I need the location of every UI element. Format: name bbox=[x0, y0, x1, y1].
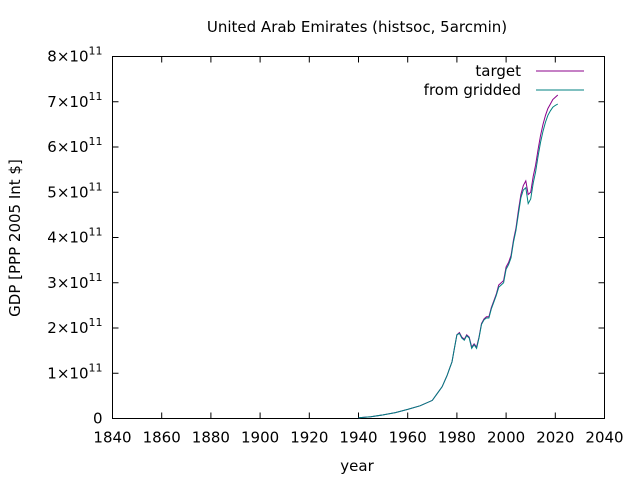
x-tick-label: 1900 bbox=[241, 429, 279, 447]
x-tick-label: 1980 bbox=[438, 429, 476, 447]
x-axis: 1840 1860 1880 1900 1920 1940 1960 1980 2000 2020… bbox=[93, 56, 624, 447]
plot-frame bbox=[112, 56, 605, 419]
y-tick-label: 7×1011 bbox=[47, 90, 102, 111]
x-tick-label: 1960 bbox=[389, 429, 427, 447]
x-tick-label: 2000 bbox=[487, 429, 525, 447]
y-tick-label: 8×1011 bbox=[47, 45, 102, 66]
y-axis: 01×10112×10113×10114×10115×10116×10117×1… bbox=[47, 45, 605, 428]
x-tick-label: 1880 bbox=[192, 429, 230, 447]
y-tick-exponent: 11 bbox=[89, 135, 103, 148]
y-tick-exponent: 11 bbox=[89, 361, 103, 374]
y-tick-label: 1×1011 bbox=[47, 361, 102, 382]
y-tick-exponent: 11 bbox=[89, 226, 103, 239]
y-tick-mantissa: 5×10 bbox=[47, 183, 88, 201]
y-tick-label: 6×1011 bbox=[47, 135, 102, 156]
y-tick-mantissa: 2×10 bbox=[47, 319, 88, 337]
x-tick-label: 2020 bbox=[536, 429, 574, 447]
y-tick-mantissa: 7×10 bbox=[47, 93, 88, 111]
y-tick-mantissa: 0 bbox=[93, 410, 103, 428]
y-tick-exponent: 11 bbox=[89, 271, 103, 284]
y-tick-mantissa: 3×10 bbox=[47, 274, 88, 292]
y-tick-label: 5×1011 bbox=[47, 180, 102, 201]
legend-label: target bbox=[475, 62, 521, 80]
x-tick-label: 2040 bbox=[585, 429, 623, 447]
series-group bbox=[358, 94, 559, 419]
x-tick-label: 1840 bbox=[93, 429, 131, 447]
chart-title: United Arab Emirates (histsoc, 5arcmin) bbox=[207, 18, 507, 36]
legend-label: from gridded bbox=[424, 81, 521, 99]
x-tick-label: 1860 bbox=[143, 429, 181, 447]
y-tick-exponent: 11 bbox=[89, 180, 103, 193]
y-tick-exponent: 11 bbox=[89, 316, 103, 329]
series-line-from-gridded bbox=[358, 103, 559, 419]
y-tick-label: 2×1011 bbox=[47, 316, 102, 337]
x-tick-label: 1920 bbox=[290, 429, 328, 447]
y-tick-label: 0 bbox=[93, 410, 103, 428]
y-tick-mantissa: 4×10 bbox=[47, 229, 88, 247]
y-tick-label: 4×1011 bbox=[47, 226, 102, 247]
y-tick-exponent: 11 bbox=[89, 45, 103, 58]
y-tick-mantissa: 6×10 bbox=[47, 138, 88, 156]
x-axis-label: year bbox=[340, 457, 374, 475]
y-tick-mantissa: 8×10 bbox=[47, 48, 88, 66]
series-line-target bbox=[358, 94, 559, 419]
y-tick-exponent: 11 bbox=[89, 90, 103, 103]
y-axis-label: GDP [PPP 2005 Int $] bbox=[6, 159, 24, 317]
y-tick-label: 3×1011 bbox=[47, 271, 102, 292]
y-tick-mantissa: 1×10 bbox=[47, 364, 88, 382]
x-tick-label: 1940 bbox=[339, 429, 377, 447]
